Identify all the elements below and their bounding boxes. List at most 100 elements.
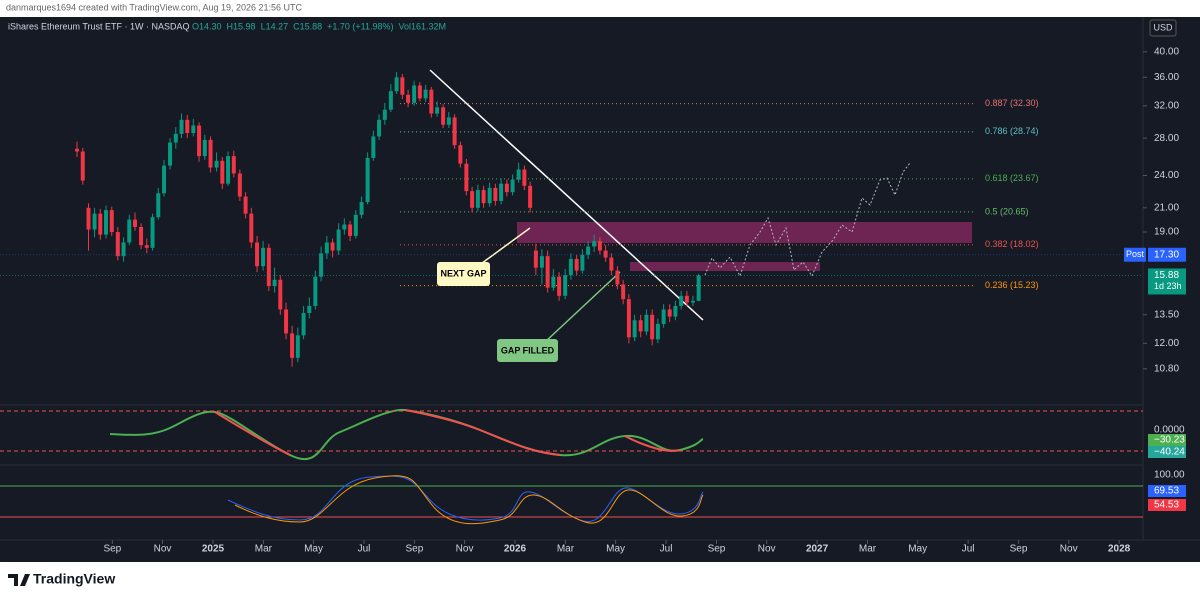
last-price: 15.88 xyxy=(1154,270,1179,281)
x-tick-label: May xyxy=(304,544,323,555)
candle-body xyxy=(400,77,405,95)
candle-body xyxy=(644,314,649,332)
y-tick-label: 36.00 xyxy=(1154,72,1179,83)
candle-body xyxy=(388,91,393,110)
candle-body xyxy=(423,89,428,99)
candle-body xyxy=(586,246,591,255)
countdown: 1d 23h xyxy=(1154,281,1182,291)
candle-body xyxy=(92,213,97,230)
candle-body xyxy=(115,232,120,257)
y-tick-label: 12.00 xyxy=(1154,338,1179,349)
candle-body xyxy=(429,89,434,114)
indicator-tag xyxy=(1148,446,1186,458)
y-tick-label: 28.00 xyxy=(1154,133,1179,144)
candle-body xyxy=(597,241,602,251)
indicator-label: 69.53 xyxy=(1154,486,1179,497)
candle-body xyxy=(603,250,608,258)
y-tick-label: 13.50 xyxy=(1154,309,1179,320)
candle-body xyxy=(243,196,248,214)
candle-body xyxy=(336,229,341,251)
candle-body xyxy=(133,219,138,227)
candle-body xyxy=(673,305,678,317)
candle-body xyxy=(667,309,672,317)
candle-body xyxy=(516,169,521,180)
x-tick-label: Jul xyxy=(962,544,975,555)
candle-body xyxy=(348,224,353,236)
candle-body xyxy=(441,107,446,125)
indicator-tag xyxy=(1148,499,1186,511)
x-tick-label: 2025 xyxy=(202,544,225,555)
x-tick-label: Sep xyxy=(406,544,424,555)
candle-body xyxy=(261,247,266,267)
candle-body xyxy=(580,254,585,271)
candle-body xyxy=(313,276,318,306)
candle-body xyxy=(342,224,347,230)
candle-body xyxy=(615,270,620,285)
last-price-box xyxy=(1148,268,1186,295)
candle-body xyxy=(499,183,504,201)
candle-body xyxy=(162,165,167,194)
candle-body xyxy=(330,242,335,251)
y-tick-label: 19.00 xyxy=(1154,227,1179,238)
candle-body xyxy=(139,226,144,246)
ohlc-value: +1.70 (+11.98%) xyxy=(327,21,393,31)
callout-pointer xyxy=(544,271,621,343)
candle-body xyxy=(255,242,260,267)
currency-box[interactable] xyxy=(1149,19,1177,37)
gap-zone xyxy=(630,262,820,271)
indicator-tag xyxy=(1148,485,1186,497)
x-tick-label: Sep xyxy=(103,544,121,555)
candle-body xyxy=(394,77,399,92)
candle-body xyxy=(237,173,242,197)
x-tick-label: Sep xyxy=(708,544,726,555)
drawings xyxy=(0,69,1143,525)
candle-body xyxy=(522,169,527,186)
candle-body xyxy=(301,312,306,336)
candle-body xyxy=(324,242,329,254)
y-tick-label: 32.00 xyxy=(1154,100,1179,111)
candle-body xyxy=(109,210,114,233)
indicator-label: −30.23 xyxy=(1154,435,1185,446)
fib-label: 0.618 (23.67) xyxy=(985,173,1039,183)
candle-body xyxy=(557,276,562,296)
candle-body xyxy=(173,133,178,143)
candle-body xyxy=(592,241,597,247)
indicator-label: 100.00 xyxy=(1154,470,1185,481)
fib-label: 0.786 (28.74) xyxy=(985,126,1039,136)
chart-background xyxy=(0,17,1200,562)
candle-body xyxy=(214,160,219,168)
candle-body xyxy=(696,275,701,301)
candle-body xyxy=(690,300,695,303)
candle-body xyxy=(412,85,417,103)
candle-body xyxy=(510,179,515,193)
candle-body xyxy=(638,320,643,332)
candle-body xyxy=(353,214,358,236)
logo: TradingView xyxy=(33,571,115,587)
post-tag-box xyxy=(1124,247,1146,262)
candle-body xyxy=(528,185,533,208)
candle-body xyxy=(307,305,312,313)
indicator-label: −40.24 xyxy=(1154,447,1185,458)
candle-body xyxy=(202,139,207,157)
candle-body xyxy=(371,136,376,158)
candle-body xyxy=(621,284,626,300)
candle-body xyxy=(655,323,660,340)
candle-body xyxy=(98,213,103,235)
candle-body xyxy=(377,119,382,137)
trend-line xyxy=(429,69,704,321)
logo-icon xyxy=(8,574,30,586)
footer xyxy=(0,562,1200,600)
candle-body xyxy=(121,242,126,257)
candle-body xyxy=(179,119,184,134)
x-tick-label: Nov xyxy=(1060,544,1078,555)
candle-body xyxy=(197,125,202,157)
candle-body xyxy=(417,85,422,99)
post-price-box xyxy=(1148,247,1186,262)
candle-body xyxy=(406,94,411,103)
callout-pointer xyxy=(477,227,531,267)
candle-body xyxy=(86,207,91,230)
candle-body xyxy=(382,109,387,120)
candle-body xyxy=(365,157,370,203)
candle-body xyxy=(539,256,544,268)
